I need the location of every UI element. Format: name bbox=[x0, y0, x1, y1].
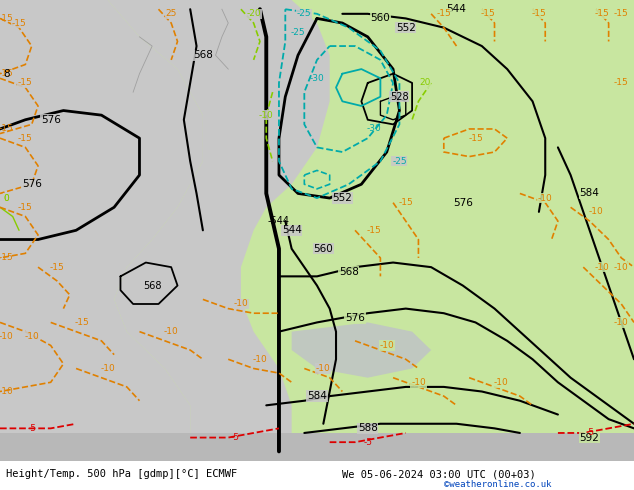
Text: -544: -544 bbox=[268, 216, 290, 226]
Text: 0: 0 bbox=[3, 194, 10, 202]
Text: 560: 560 bbox=[313, 244, 333, 254]
Text: -15: -15 bbox=[366, 226, 382, 235]
Text: -15: -15 bbox=[614, 9, 629, 18]
Text: We 05-06-2024 03:00 UTC (00+03): We 05-06-2024 03:00 UTC (00+03) bbox=[342, 469, 536, 479]
Text: -10: -10 bbox=[252, 355, 268, 364]
Text: -25: -25 bbox=[392, 157, 407, 166]
Text: -10: -10 bbox=[595, 263, 610, 271]
Text: -15: -15 bbox=[481, 9, 496, 18]
Text: 568: 568 bbox=[193, 50, 213, 60]
Text: 584: 584 bbox=[579, 189, 600, 198]
Polygon shape bbox=[292, 322, 431, 378]
Text: 568: 568 bbox=[143, 281, 162, 291]
Text: -10: -10 bbox=[100, 364, 115, 373]
Text: 0: 0 bbox=[3, 194, 10, 202]
Text: -5: -5 bbox=[363, 438, 372, 447]
Text: -15: -15 bbox=[436, 9, 451, 18]
Text: Height/Temp. 500 hPa [gdmp][°C] ECMWF: Height/Temp. 500 hPa [gdmp][°C] ECMWF bbox=[6, 469, 238, 479]
Text: -15: -15 bbox=[49, 263, 65, 271]
Text: 20: 20 bbox=[419, 78, 430, 87]
Text: 544: 544 bbox=[446, 4, 467, 14]
Text: -10: -10 bbox=[588, 207, 604, 217]
Text: ©weatheronline.co.uk: ©weatheronline.co.uk bbox=[444, 480, 552, 489]
Text: -5: -5 bbox=[230, 433, 239, 442]
Text: -10: -10 bbox=[164, 327, 179, 336]
Text: -15: -15 bbox=[75, 318, 90, 327]
Polygon shape bbox=[0, 0, 203, 461]
Text: -15: -15 bbox=[18, 134, 33, 143]
Text: -15: -15 bbox=[468, 134, 483, 143]
Text: -15: -15 bbox=[18, 78, 33, 87]
Text: -10: -10 bbox=[233, 299, 249, 309]
Text: -10: -10 bbox=[24, 332, 39, 341]
Text: 576: 576 bbox=[453, 197, 473, 208]
Text: 588: 588 bbox=[358, 423, 378, 433]
Text: -10: -10 bbox=[259, 111, 274, 120]
Text: 8: 8 bbox=[3, 69, 10, 79]
Text: -15: -15 bbox=[531, 9, 547, 18]
Text: -25: -25 bbox=[290, 28, 306, 37]
Text: 544: 544 bbox=[281, 225, 302, 235]
Text: 576: 576 bbox=[41, 115, 61, 125]
Text: -15: -15 bbox=[18, 203, 33, 212]
Text: -15: -15 bbox=[0, 124, 14, 133]
Text: 568: 568 bbox=[339, 267, 359, 277]
Text: -10: -10 bbox=[614, 263, 629, 271]
Text: 552: 552 bbox=[332, 193, 353, 203]
Text: -10: -10 bbox=[0, 387, 14, 396]
Text: -15: -15 bbox=[0, 69, 14, 78]
Text: 584: 584 bbox=[307, 391, 327, 401]
Text: -30: -30 bbox=[309, 74, 325, 83]
Text: -5: -5 bbox=[27, 424, 36, 433]
Text: 552: 552 bbox=[396, 23, 416, 33]
Text: -15: -15 bbox=[11, 19, 27, 27]
Text: -15: -15 bbox=[0, 253, 14, 263]
Text: -30: -30 bbox=[366, 124, 382, 133]
Text: -10: -10 bbox=[316, 364, 331, 373]
Text: -25: -25 bbox=[297, 9, 312, 18]
Text: -10: -10 bbox=[614, 318, 629, 327]
Polygon shape bbox=[0, 433, 634, 461]
Text: -10: -10 bbox=[538, 194, 553, 202]
Text: -15: -15 bbox=[0, 14, 14, 23]
Text: -15: -15 bbox=[614, 78, 629, 87]
Text: -5: -5 bbox=[585, 428, 594, 438]
Polygon shape bbox=[108, 0, 330, 461]
Text: 592: 592 bbox=[579, 433, 600, 442]
Text: -20: -20 bbox=[246, 9, 261, 18]
Text: -10: -10 bbox=[0, 332, 14, 341]
Text: 528: 528 bbox=[390, 92, 409, 102]
Text: 25: 25 bbox=[165, 9, 177, 18]
Text: -10: -10 bbox=[493, 378, 508, 387]
Text: -15: -15 bbox=[398, 198, 413, 207]
Text: -10: -10 bbox=[411, 378, 426, 387]
Text: 560: 560 bbox=[370, 13, 391, 24]
Text: -10: -10 bbox=[379, 341, 394, 350]
Text: 576: 576 bbox=[345, 313, 365, 323]
Text: 576: 576 bbox=[22, 179, 42, 189]
Text: -15: -15 bbox=[595, 9, 610, 18]
